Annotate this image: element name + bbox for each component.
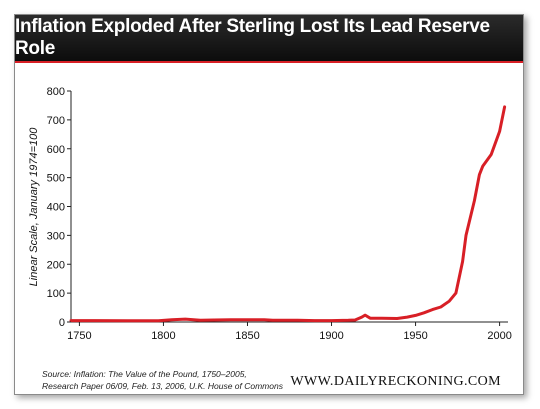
chart-card: Inflation Exploded After Sterling Lost I…: [14, 14, 524, 395]
y-tick-label: 500: [47, 173, 65, 185]
x-tick-label: 1900: [319, 330, 343, 342]
y-tick-label: 100: [47, 288, 65, 300]
x-tick-label: 1950: [403, 330, 427, 342]
brand-url: WWW.DAILYRECKONING.COM: [290, 374, 501, 389]
y-tick-label: 800: [47, 86, 65, 98]
chart-title: Inflation Exploded After Sterling Lost I…: [15, 15, 523, 63]
y-tick-label: 300: [47, 230, 65, 242]
source-line-2: Research Paper 06/09, Feb. 13, 2006, U.K…: [42, 381, 283, 391]
series-line: [69, 105, 507, 323]
x-tick-label: 2000: [487, 330, 511, 342]
y-tick-label: 600: [47, 144, 65, 156]
y-tick-label: 0: [59, 317, 65, 329]
source-line-1: Source: Inflation: The Value of the Poun…: [42, 369, 247, 379]
x-tick-label: 1800: [151, 330, 175, 342]
y-tick-label: 200: [47, 259, 65, 271]
y-tick-label: 400: [47, 202, 65, 214]
source-note: Source: Inflation: The Value of the Poun…: [42, 368, 283, 392]
x-tick-label: 1850: [235, 330, 259, 342]
x-tick-label: 1750: [67, 330, 91, 342]
y-tick-label: 700: [47, 115, 65, 127]
